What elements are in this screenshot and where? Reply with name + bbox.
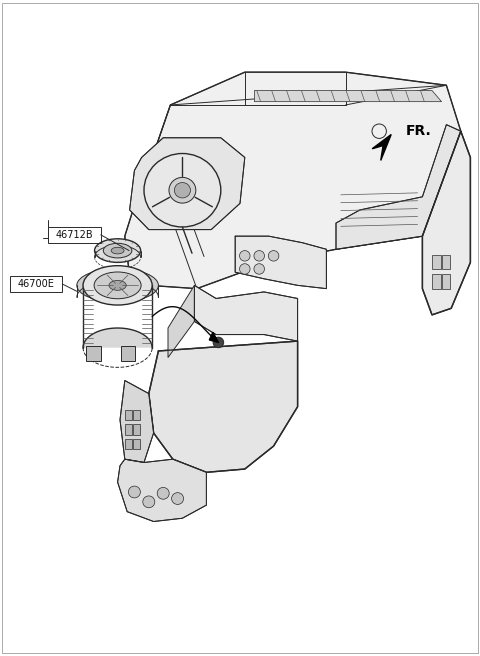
Ellipse shape xyxy=(77,269,158,302)
Ellipse shape xyxy=(103,243,132,258)
Bar xyxy=(86,346,101,361)
Bar xyxy=(432,255,441,269)
Bar xyxy=(432,274,441,289)
Bar xyxy=(48,227,101,243)
Ellipse shape xyxy=(254,264,264,274)
Bar xyxy=(133,424,140,435)
Bar xyxy=(133,410,140,420)
Ellipse shape xyxy=(240,251,250,261)
Ellipse shape xyxy=(213,337,224,348)
Ellipse shape xyxy=(95,239,141,262)
Ellipse shape xyxy=(144,154,221,227)
Ellipse shape xyxy=(157,487,169,499)
Polygon shape xyxy=(125,72,461,289)
Ellipse shape xyxy=(109,281,126,290)
Polygon shape xyxy=(120,380,154,462)
Polygon shape xyxy=(254,91,442,102)
Text: FR.: FR. xyxy=(406,124,432,138)
Bar xyxy=(125,410,132,420)
Polygon shape xyxy=(235,236,326,289)
Bar xyxy=(121,346,135,361)
Ellipse shape xyxy=(83,266,152,305)
Ellipse shape xyxy=(240,264,250,274)
Ellipse shape xyxy=(143,496,155,508)
Polygon shape xyxy=(372,134,391,161)
Ellipse shape xyxy=(254,251,264,261)
Ellipse shape xyxy=(169,177,196,203)
Ellipse shape xyxy=(94,272,141,298)
Polygon shape xyxy=(336,125,461,249)
Bar xyxy=(125,424,132,435)
Ellipse shape xyxy=(111,247,124,254)
Bar xyxy=(10,276,62,292)
Text: 46712B: 46712B xyxy=(56,230,93,240)
Polygon shape xyxy=(149,341,298,472)
Polygon shape xyxy=(194,285,298,341)
Polygon shape xyxy=(209,332,218,342)
Polygon shape xyxy=(83,266,152,348)
Polygon shape xyxy=(168,285,194,358)
Ellipse shape xyxy=(174,182,191,198)
Bar xyxy=(442,255,450,269)
Ellipse shape xyxy=(268,251,279,261)
Polygon shape xyxy=(130,138,245,230)
Bar xyxy=(125,439,132,449)
Ellipse shape xyxy=(129,486,140,498)
Bar xyxy=(442,274,450,289)
Bar xyxy=(133,439,140,449)
Text: 46700E: 46700E xyxy=(18,279,54,289)
Polygon shape xyxy=(422,131,470,315)
Ellipse shape xyxy=(172,493,184,504)
Polygon shape xyxy=(118,459,206,522)
